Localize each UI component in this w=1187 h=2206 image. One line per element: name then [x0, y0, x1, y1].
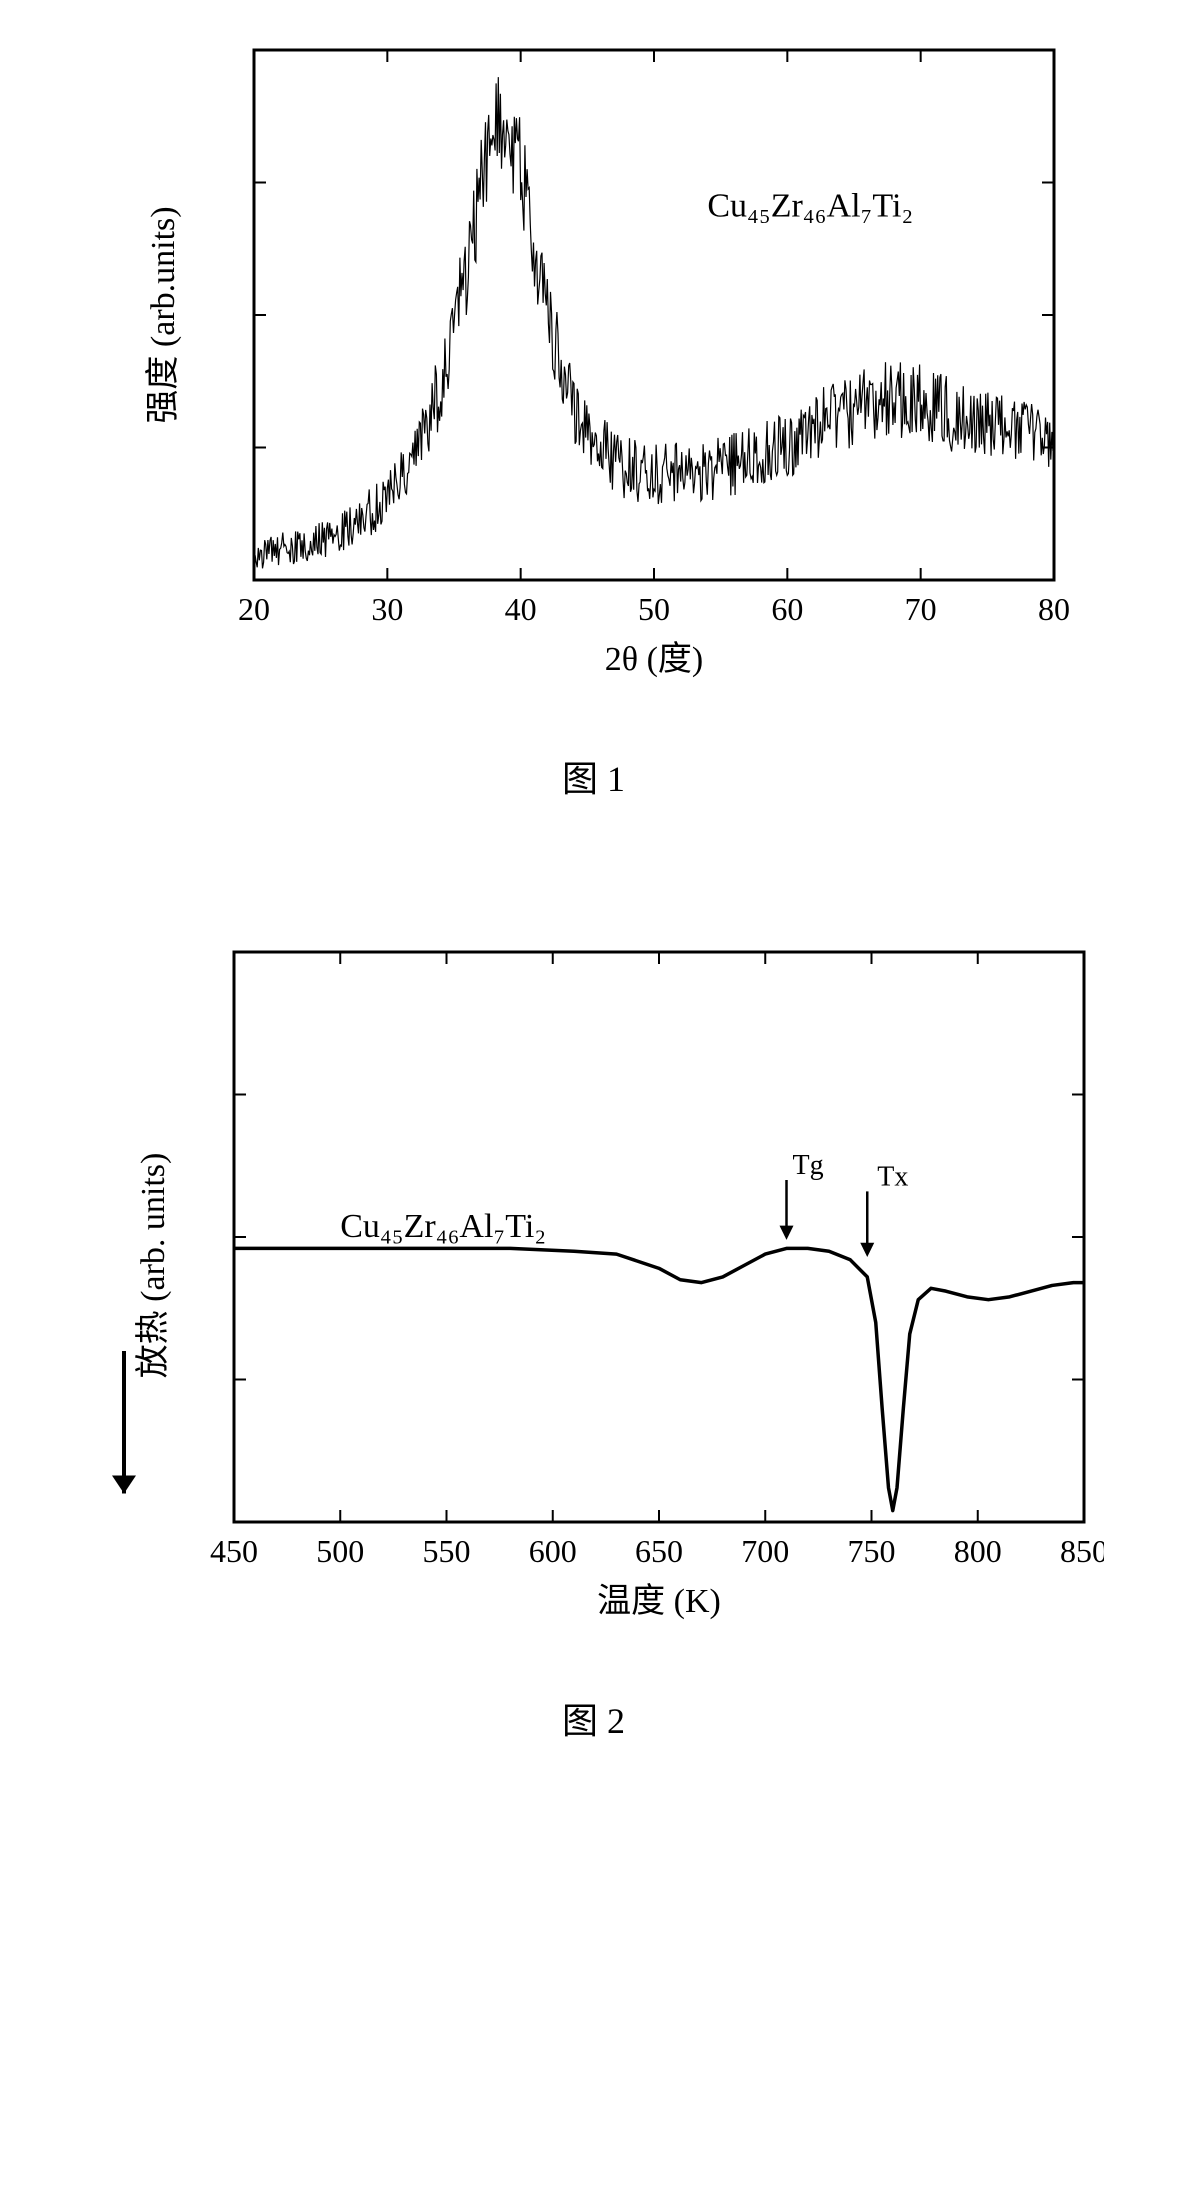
svg-text:700: 700 — [741, 1533, 789, 1569]
svg-text:Tg: Tg — [792, 1150, 823, 1181]
svg-text:850: 850 — [1060, 1533, 1104, 1569]
svg-text:600: 600 — [528, 1533, 576, 1569]
figure-2-caption: 图 2 — [562, 1692, 625, 1744]
svg-text:强度 (arb.units): 强度 (arb.units) — [144, 206, 182, 423]
dsc-chart: 450 500 550 600 650 700 750 800 850 温度 (K) 放热 (arb… — [84, 922, 1104, 1642]
dsc-svg: 450 500 550 600 650 700 750 800 850 温度 (K) 放热 (arb… — [84, 922, 1104, 1642]
svg-text:650: 650 — [635, 1533, 683, 1569]
figure-1-caption: 图 1 — [562, 750, 625, 802]
svg-text:40: 40 — [504, 591, 536, 627]
svg-text:Tx: Tx — [877, 1161, 908, 1192]
svg-text:20: 20 — [238, 591, 270, 627]
svg-text:30: 30 — [371, 591, 403, 627]
svg-text:80: 80 — [1038, 591, 1070, 627]
svg-text:450: 450 — [210, 1533, 258, 1569]
svg-text:70: 70 — [904, 591, 936, 627]
figure-1: 20 30 40 50 60 70 80 2θ (度) 强度 (arb.units) Cu₄₅Zr… — [100, 20, 1087, 802]
svg-text:750: 750 — [847, 1533, 895, 1569]
svg-text:60: 60 — [771, 591, 803, 627]
figure-2: 450500550600650700750800850温度 (K)放热 (arb… — [100, 922, 1087, 1744]
svg-text:2θ (度): 2θ (度) — [604, 640, 702, 678]
svg-text:放热 (arb. units): 放热 (arb. units) — [134, 1153, 172, 1379]
xrd-chart: 20 30 40 50 60 70 80 2θ (度) 强度 (arb.units) Cu₄₅Zr… — [114, 20, 1074, 700]
xrd-svg: 20 30 40 50 60 70 80 2θ (度) 强度 (arb.units) Cu₄₅Zr… — [114, 20, 1074, 700]
svg-text:温度 (K): 温度 (K) — [597, 1582, 721, 1620]
svg-text:50: 50 — [638, 591, 670, 627]
svg-text:800: 800 — [953, 1533, 1001, 1569]
svg-text:Cu₄₅Zr₄₆Al₇Ti₂: Cu₄₅Zr₄₆Al₇Ti₂ — [707, 188, 913, 225]
svg-text:500: 500 — [316, 1533, 364, 1569]
svg-text:Cu₄₅Zr₄₆Al₇Ti₂: Cu₄₅Zr₄₆Al₇Ti₂ — [340, 1208, 546, 1245]
svg-text:550: 550 — [422, 1533, 470, 1569]
